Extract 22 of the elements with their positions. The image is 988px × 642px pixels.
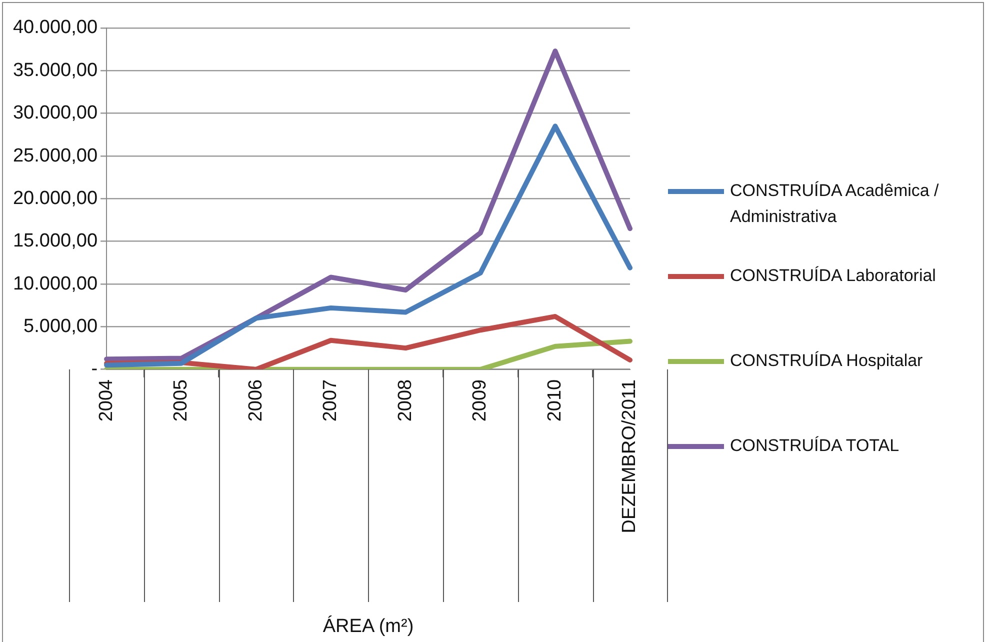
y-tick-label: - bbox=[91, 358, 98, 380]
y-tick-label: 35.000,00 bbox=[12, 60, 98, 81]
legend-label: CONSTRUÍDA Laboratorial bbox=[730, 265, 937, 287]
y-tick-label: 10.000,00 bbox=[12, 273, 98, 294]
x-tick-label: 2008 bbox=[394, 379, 416, 422]
x-tick-label: DEZEMBRO/2011 bbox=[619, 379, 640, 534]
y-tick-label: 5.000,00 bbox=[24, 316, 98, 337]
y-tick-label: 40.000,00 bbox=[12, 17, 98, 38]
x-tick-label: 2004 bbox=[96, 378, 117, 422]
y-tick-label: 20.000,00 bbox=[12, 188, 98, 209]
x-axis-title: ÁREA (m²) bbox=[322, 614, 414, 637]
legend-label: CONSTRUÍDA Acadêmica / Administrativa bbox=[730, 180, 940, 228]
x-tick-label: 2005 bbox=[170, 379, 192, 422]
x-tick-label: 2009 bbox=[470, 379, 491, 422]
legend-label: CONSTRUÍDA TOTAL bbox=[730, 435, 900, 457]
legend-label: CONSTRUÍDA Hospitalar bbox=[730, 350, 924, 372]
x-tick-label: 2007 bbox=[320, 379, 342, 422]
y-tick-label: 25.000,00 bbox=[12, 145, 98, 166]
x-tick-label: 2010 bbox=[544, 379, 566, 422]
y-tick-label: 15.000,00 bbox=[12, 230, 98, 252]
x-tick-label: 2006 bbox=[245, 379, 266, 422]
y-tick-label: 30.000,00 bbox=[12, 102, 98, 124]
